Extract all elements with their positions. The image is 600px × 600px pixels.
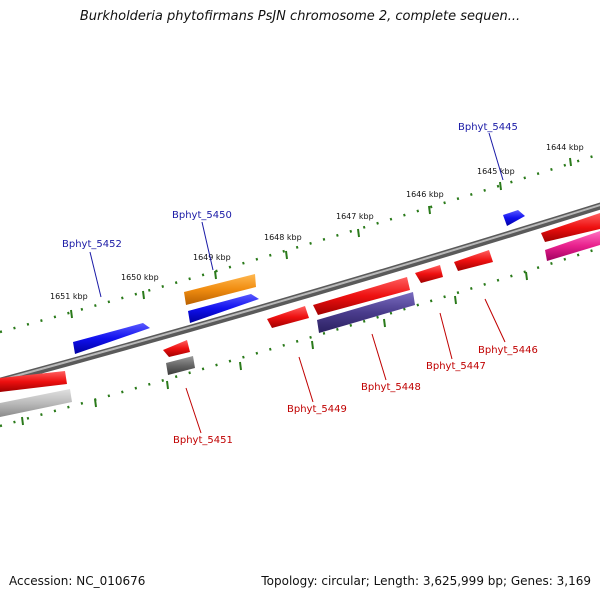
scale-label-1645: 1645 kbp [477, 167, 515, 176]
reverse-gene-left-gray[interactable] [0, 389, 72, 417]
gene-label-bphyt-5451[interactable]: Bphyt_5451 [173, 435, 233, 446]
reverse-gene-left-red[interactable] [0, 371, 67, 392]
scale-label-1649: 1649 kbp [193, 253, 231, 262]
scale-label-1650: 1650 kbp [121, 273, 159, 282]
scale-label-1646: 1646 kbp [406, 190, 444, 199]
reverse-gene-bphyt-5448[interactable] [317, 292, 415, 333]
map-title: Burkholderia phytofirmans PsJN chromosom… [79, 9, 521, 24]
accession-label: Accession: NC_010676 [9, 574, 146, 588]
reverse-gene-bphyt-5451[interactable] [166, 356, 195, 375]
reverse-gene-red-long[interactable] [313, 277, 410, 315]
gene-label-bphyt-5449[interactable]: Bphyt_5449 [287, 404, 347, 415]
gene-label-bphyt-5447[interactable]: Bphyt_5447 [426, 361, 486, 372]
gene-label-bphyt-5448[interactable]: Bphyt_5448 [361, 382, 421, 393]
topology-summary: Topology: circular; Length: 3,625,999 bp… [261, 574, 591, 588]
forward-gene-bphyt-5445[interactable] [503, 210, 525, 226]
forward-gene-orange[interactable] [184, 274, 256, 305]
gene-label-bphyt-5450[interactable]: Bphyt_5450 [172, 210, 232, 221]
chromosome-backbone [0, 202, 600, 385]
reverse-gene-bphyt-5447[interactable] [415, 265, 443, 283]
reverse-gene-small-red[interactable] [163, 340, 190, 357]
forward-gene-bphyt-5452[interactable] [73, 323, 150, 354]
reverse-gene-right-red[interactable] [541, 213, 600, 242]
scale-label-1644: 1644 kbp [546, 143, 584, 152]
scale-label-1651: 1651 kbp [50, 292, 88, 301]
scale-label-1647: 1647 kbp [336, 212, 374, 221]
inner-tick-track [0, 246, 600, 428]
reverse-gene-bphyt-5446[interactable] [454, 250, 493, 271]
scale-label-1648: 1648 kbp [264, 233, 302, 242]
reverse-gene-right-magenta[interactable] [545, 231, 600, 261]
outer-tick-track [0, 152, 600, 334]
gene-label-bphyt-5446[interactable]: Bphyt_5446 [478, 345, 538, 356]
gene-label-bphyt-5445[interactable]: Bphyt_5445 [458, 122, 518, 133]
forward-gene-bphyt-5450[interactable] [188, 294, 259, 323]
gene-label-bphyt-5452[interactable]: Bphyt_5452 [62, 239, 122, 250]
reverse-gene-bphyt-5449[interactable] [267, 306, 309, 328]
